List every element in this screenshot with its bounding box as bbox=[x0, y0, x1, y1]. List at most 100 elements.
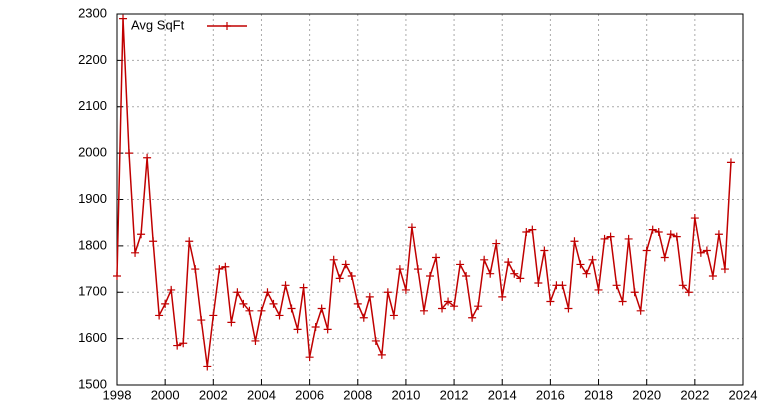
x-tick-label: 1998 bbox=[103, 387, 132, 400]
point-marker bbox=[263, 288, 272, 297]
point-marker bbox=[125, 149, 134, 158]
point-marker bbox=[347, 272, 356, 281]
point-marker bbox=[582, 269, 591, 278]
point-marker bbox=[383, 288, 392, 297]
point-marker bbox=[173, 341, 182, 350]
point-marker bbox=[401, 285, 410, 294]
point-marker bbox=[281, 281, 290, 290]
point-marker bbox=[233, 288, 242, 297]
point-marker bbox=[600, 234, 609, 243]
point-marker bbox=[678, 281, 687, 290]
point-marker bbox=[588, 255, 597, 264]
point-marker bbox=[432, 253, 441, 262]
point-marker bbox=[540, 246, 549, 255]
x-tick-label: 2020 bbox=[632, 387, 661, 400]
x-tick-label: 2004 bbox=[247, 387, 276, 400]
point-marker bbox=[630, 288, 639, 297]
point-marker bbox=[450, 302, 459, 311]
point-marker bbox=[510, 269, 519, 278]
point-marker bbox=[239, 299, 248, 308]
point-marker bbox=[269, 299, 278, 308]
x-tick-label: 2000 bbox=[151, 387, 180, 400]
x-tick-label: 2008 bbox=[343, 387, 372, 400]
x-tick-label: 2010 bbox=[391, 387, 420, 400]
point-marker bbox=[251, 336, 260, 345]
point-marker bbox=[504, 258, 513, 267]
point-marker bbox=[516, 274, 525, 283]
point-marker bbox=[185, 237, 194, 246]
point-marker bbox=[113, 272, 121, 281]
point-marker bbox=[474, 302, 483, 311]
point-marker bbox=[365, 292, 374, 301]
point-marker bbox=[684, 288, 693, 297]
x-tick-label: 2024 bbox=[729, 387, 758, 400]
point-marker bbox=[203, 362, 212, 371]
y-tick-label: 2300 bbox=[78, 5, 107, 20]
point-marker bbox=[371, 336, 380, 345]
y-tick-label: 1700 bbox=[78, 284, 107, 299]
x-tick-label: 2002 bbox=[199, 387, 228, 400]
point-marker bbox=[335, 274, 344, 283]
point-marker bbox=[221, 262, 230, 271]
point-marker bbox=[564, 304, 573, 313]
point-marker bbox=[438, 304, 447, 313]
point-marker bbox=[209, 311, 218, 320]
point-marker bbox=[486, 269, 495, 278]
point-marker bbox=[534, 278, 543, 287]
point-marker bbox=[191, 265, 200, 274]
y-tick-label: 1500 bbox=[78, 376, 107, 391]
point-marker bbox=[137, 230, 146, 239]
point-marker bbox=[293, 325, 302, 334]
point-marker bbox=[353, 299, 362, 308]
point-marker bbox=[131, 248, 140, 257]
x-tick-label: 2016 bbox=[536, 387, 565, 400]
point-marker bbox=[528, 225, 537, 234]
point-marker bbox=[690, 214, 699, 223]
point-marker bbox=[407, 223, 416, 232]
point-marker bbox=[197, 316, 206, 325]
point-marker bbox=[143, 153, 152, 162]
x-tick-label: 2014 bbox=[488, 387, 517, 400]
point-marker bbox=[672, 232, 681, 241]
point-marker bbox=[341, 260, 350, 269]
x-tick-label: 2006 bbox=[295, 387, 324, 400]
point-marker bbox=[654, 227, 663, 236]
point-marker bbox=[618, 297, 627, 306]
point-marker bbox=[546, 297, 555, 306]
y-tick-label: 1800 bbox=[78, 237, 107, 252]
point-marker bbox=[215, 265, 224, 274]
point-marker bbox=[287, 304, 296, 313]
point-marker bbox=[329, 255, 338, 264]
point-marker bbox=[317, 304, 326, 313]
point-marker bbox=[299, 283, 308, 292]
x-tick-label: 2018 bbox=[584, 387, 613, 400]
point-marker bbox=[155, 311, 164, 320]
point-marker bbox=[275, 311, 284, 320]
point-marker bbox=[119, 14, 128, 23]
point-marker bbox=[666, 230, 675, 239]
point-marker bbox=[702, 246, 711, 255]
y-tick-label: 1900 bbox=[78, 191, 107, 206]
point-marker bbox=[498, 292, 507, 301]
point-marker bbox=[480, 255, 489, 264]
y-tick-label: 2100 bbox=[78, 98, 107, 113]
point-marker bbox=[636, 306, 645, 315]
point-marker bbox=[462, 272, 471, 281]
point-marker bbox=[696, 248, 705, 257]
y-tick-label: 2200 bbox=[78, 52, 107, 67]
point-marker bbox=[642, 246, 651, 255]
point-marker bbox=[377, 350, 386, 359]
point-marker bbox=[245, 306, 254, 315]
point-marker bbox=[714, 230, 723, 239]
y-tick-label: 2000 bbox=[78, 145, 107, 160]
point-marker bbox=[456, 260, 465, 269]
legend-label: Avg SqFt bbox=[131, 17, 185, 32]
point-marker bbox=[227, 318, 236, 327]
point-marker bbox=[660, 253, 669, 262]
x-tick-label: 2012 bbox=[440, 387, 469, 400]
point-marker bbox=[570, 237, 579, 246]
point-marker bbox=[413, 265, 422, 274]
point-marker bbox=[389, 311, 398, 320]
point-marker bbox=[576, 260, 585, 269]
